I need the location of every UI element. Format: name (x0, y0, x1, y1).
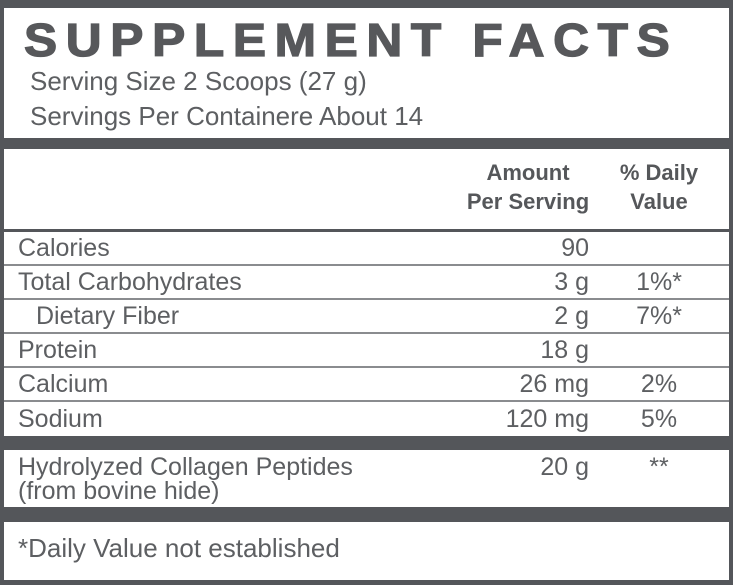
table-row-total-carbohydrates: Total Carbohydrates 3 g 1%* (4, 266, 729, 300)
nutrient-name: Total Carbohydrates (18, 267, 242, 296)
daily-value-header-line1: % Daily (619, 160, 699, 185)
ingredient-amount: 20 g (540, 453, 589, 481)
section-divider-bar-bottom (4, 507, 729, 522)
servings-per-container-text: Servings Per Containere About 14 (30, 101, 424, 131)
daily-value-header-line2: Value (630, 189, 688, 214)
section-divider-bar-middle (4, 436, 729, 450)
nutrient-name: Dietary Fiber (36, 301, 180, 330)
daily-value-column-header: % Daily Value (613, 158, 705, 216)
table-row-protein: Protein 18 g (4, 334, 729, 368)
panel-header-section: SUPPLEMENT FACTS Serving Size 2 Scoops (… (4, 8, 729, 138)
nutrient-amount: 120 mg (505, 404, 589, 433)
nutrient-amount: 18 g (540, 335, 589, 364)
nutrient-amount: 26 mg (519, 369, 589, 398)
nutrient-name: Calories (18, 233, 110, 262)
nutrient-name: Protein (18, 335, 98, 364)
amount-column-header: Amount Per Serving (443, 158, 613, 216)
column-header-row: Amount Per Serving % Daily Value (4, 149, 729, 232)
nutrient-name: Calcium (18, 369, 109, 398)
nutrient-daily-value: 5% (640, 404, 678, 433)
nutrient-amount: 90 (561, 233, 589, 262)
panel-title: SUPPLEMENT FACTS (23, 14, 679, 66)
nutrient-daily-value: 2% (640, 369, 678, 398)
table-row-hydrolyzed-collagen-peptides: Hydrolyzed Collagen Peptides (from bovin… (4, 450, 729, 507)
section-divider-bar-top (4, 138, 729, 149)
amount-header-line2: Per Serving (466, 189, 590, 214)
ingredient-name: Hydrolyzed Collagen Peptides (18, 453, 353, 481)
nutrient-rows: Calories 90 Total Carbohydrates 3 g 1%* … (4, 232, 729, 436)
table-row-calories: Calories 90 (4, 232, 729, 266)
nutrient-name: Sodium (18, 404, 103, 433)
ingredient-name-block: Hydrolyzed Collagen Peptides (from bovin… (18, 453, 483, 505)
nutrient-amount: 3 g (554, 267, 589, 296)
table-row-dietary-fiber: Dietary Fiber 2 g 7%* (4, 300, 729, 334)
daily-value-footnote: *Daily Value not established (18, 533, 340, 563)
ingredient-daily-value: ** (649, 453, 669, 481)
table-row-sodium: Sodium 120 mg 5% (4, 402, 729, 436)
ingredient-source-detail: (from bovine hide) (18, 477, 220, 505)
nutrient-daily-value: 7%* (636, 301, 682, 330)
nutrient-daily-value: 1%* (636, 267, 682, 296)
nutrient-amount: 2 g (554, 301, 589, 330)
amount-header-line1: Amount (486, 160, 570, 185)
table-row-calcium: Calcium 26 mg 2% (4, 368, 729, 402)
serving-size-text: Serving Size 2 Scoops (27 g) (30, 66, 367, 96)
